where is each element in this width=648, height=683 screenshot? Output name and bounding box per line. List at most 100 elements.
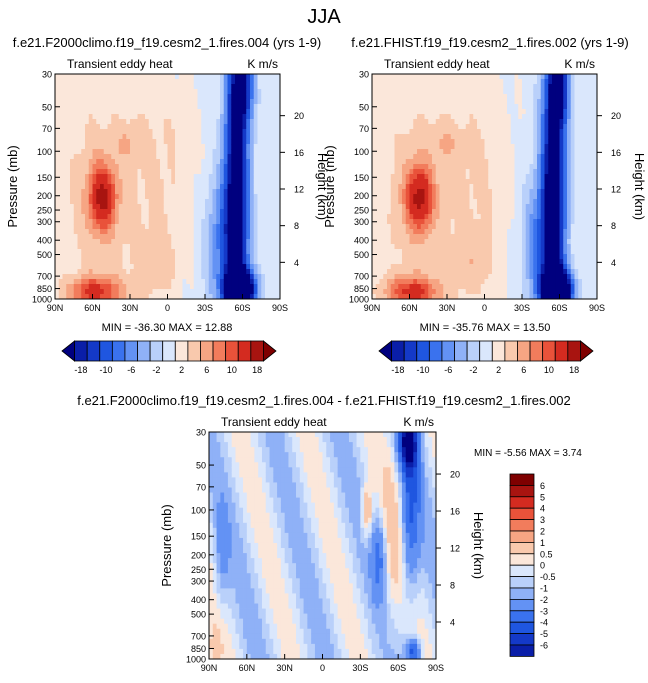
heatmap-cell [73,234,78,240]
heatmap-cell [227,129,232,135]
heatmap-cell [167,139,172,145]
heatmap-cell [268,179,273,185]
heatmap-cell [88,289,93,295]
heatmap-cell [148,99,153,105]
heatmap-cell [130,294,135,300]
heatmap-cell [413,164,418,170]
heatmap-cell [182,79,187,85]
heatmap-cell [537,199,542,205]
heatmap-cell [480,179,485,185]
heatmap-cell [548,129,553,135]
heatmap-cell [77,119,82,125]
heatmap-cell [477,134,482,140]
heatmap-cell [439,154,444,160]
heatmap-cell [529,154,534,160]
heatmap-cell [484,234,489,240]
heatmap-cell [261,179,266,185]
heatmap-cell [253,264,258,270]
heatmap-cell [133,154,138,160]
heatmap-cell [465,164,470,170]
heatmap-cell [145,209,150,215]
heatmap-cell [488,149,493,155]
heatmap-cell [227,269,232,275]
heatmap-cell [405,274,410,280]
heatmap-cell [182,84,187,90]
heatmap-cell [413,169,418,175]
heatmap-cell [126,179,131,185]
heatmap-cell [103,279,108,285]
heatmap-cell [548,224,553,230]
heatmap-cell [238,159,243,165]
heatmap-cell [420,234,425,240]
heatmap-cell [265,269,270,275]
heatmap-cell [405,284,410,290]
heatmap-cell [435,119,440,125]
heatmap-cell [548,154,553,160]
heatmap-cell [126,144,131,150]
heatmap-cell [201,234,206,240]
heatmap-cell [96,189,101,195]
heatmap-cell [510,74,515,80]
heatmap-cell [201,119,206,125]
heatmap-cell [469,129,474,135]
heatmap-cell [499,214,504,220]
heatmap-cell [145,89,150,95]
heatmap-cell [480,244,485,250]
heatmap-cell [473,204,478,210]
heatmap-cell [522,149,527,155]
heatmap-cell [133,99,138,105]
heatmap-cell [223,154,228,160]
heatmap-cell [208,199,213,205]
heatmap-cell [145,84,150,90]
heatmap-cell [402,129,407,135]
heatmap-cell [96,269,101,275]
heatmap-cell [540,249,545,255]
heatmap-cell [510,254,515,260]
heatmap-cell [390,219,395,225]
heatmap-cell [462,109,467,115]
heatmap-cell [443,94,448,100]
heatmap-cell [122,179,127,185]
heatmap-cell [537,169,542,175]
heatmap-cell [227,144,232,150]
heatmap-cell [201,104,206,110]
heatmap-cell [231,209,236,215]
y-tick-label: 70 [42,124,52,134]
heatmap-cell [223,109,228,115]
heatmap-cell [186,214,191,220]
heatmap-cell [193,114,198,120]
heatmap-cell [268,234,273,240]
heatmap-cell [212,214,217,220]
heatmap-cell [544,159,549,165]
heatmap-cell [276,234,281,240]
heatmap-cell [439,169,444,175]
heatmap-cell [488,169,493,175]
heatmap-cell [250,134,255,140]
heatmap-cell [413,229,418,235]
heatmap-cell [424,129,429,135]
heatmap-cell [186,109,191,115]
heatmap-cell [473,234,478,240]
heatmap-cell [518,294,523,300]
heatmap-cell [235,134,240,140]
heatmap-cell [70,184,75,190]
heatmap-cell [100,159,105,165]
heatmap-cell [178,129,183,135]
heatmap-cell [544,284,549,290]
heatmap-cell [122,84,127,90]
heatmap-cell [268,274,273,280]
heatmap-cell [257,219,262,225]
heatmap-cell [261,239,266,245]
heatmap-cell [92,79,97,85]
heatmap-cell [465,274,470,280]
heatmap-cell [375,294,380,300]
heatmap-cell [220,239,225,245]
heatmap-cell [428,79,433,85]
heatmap-cell [409,289,414,295]
heatmap-cell [122,204,127,210]
heatmap-cell [137,79,142,85]
heatmap-cell [409,119,414,125]
heatmap-cell [272,244,277,250]
heatmap-cell [118,144,123,150]
heatmap-cell [265,154,270,160]
